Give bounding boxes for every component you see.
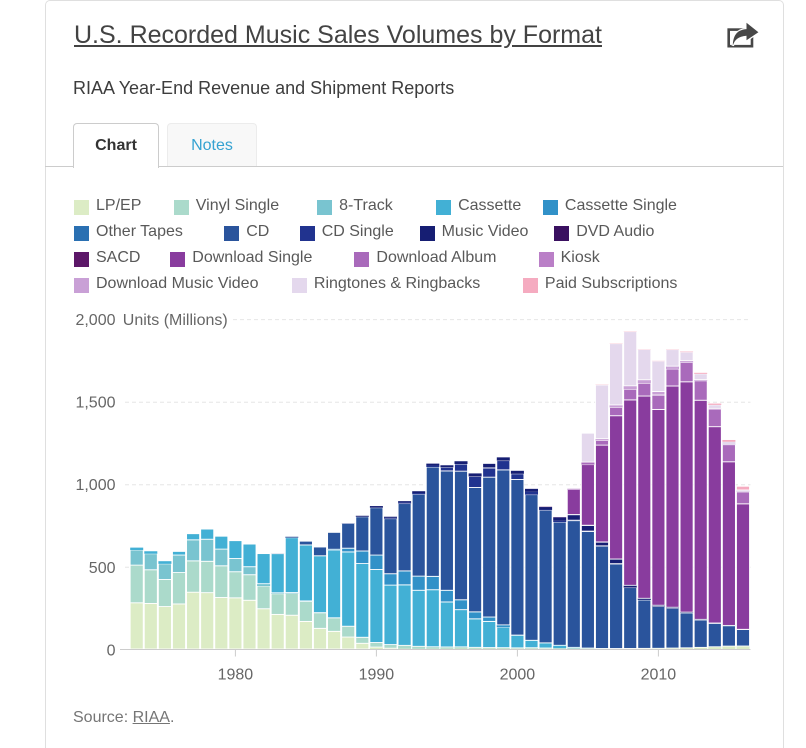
svg-text:1,500: 1,500 <box>75 395 115 412</box>
svg-text:1990: 1990 <box>359 667 395 684</box>
svg-text:2010: 2010 <box>641 667 677 684</box>
svg-text:1,000: 1,000 <box>75 477 115 494</box>
svg-text:0: 0 <box>107 642 116 659</box>
svg-text:2000: 2000 <box>500 667 536 684</box>
svg-text:Units (Millions): Units (Millions) <box>123 312 228 329</box>
svg-text:1980: 1980 <box>218 667 254 684</box>
svg-text:500: 500 <box>89 560 116 577</box>
svg-text:2,000: 2,000 <box>75 312 115 329</box>
